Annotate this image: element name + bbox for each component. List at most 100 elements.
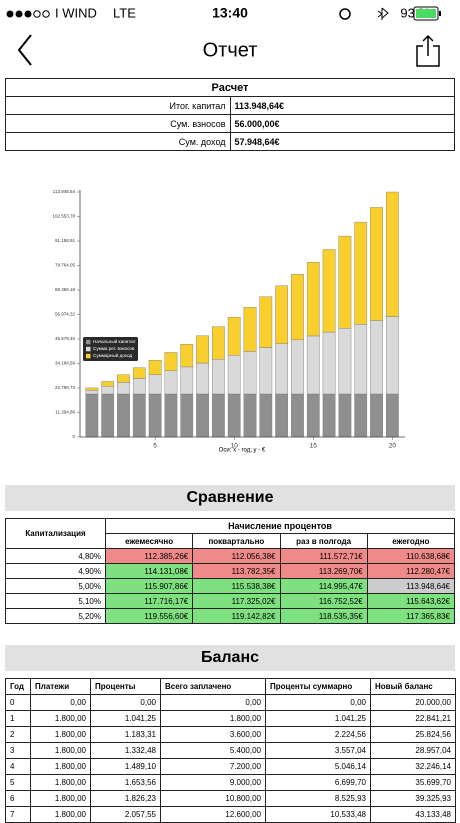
bar <box>101 393 115 438</box>
cell: 1.800,00 <box>30 758 91 775</box>
cell: 118.535,35€ <box>279 608 368 624</box>
section-header: Баланс <box>5 645 455 671</box>
cell: 3.557,04 <box>265 742 371 759</box>
cell: 110.638,68€ <box>366 548 456 564</box>
calc-table: Расчет Итог. капитал 113.948,64€ Сум. взнос… <box>5 78 455 151</box>
cell: 20.000,00 <box>370 694 456 711</box>
legend-swatch <box>86 339 91 345</box>
cell: 5 <box>5 774 31 791</box>
cell: 6.699,70 <box>265 774 371 791</box>
y-tick-label: 102.553,78 <box>52 214 75 219</box>
column-header: ежегодно <box>366 533 456 549</box>
row: 7 1.800,00 2.057,55 12.600,00 10.533,48 43.13… <box>5 806 456 823</box>
bar <box>85 387 99 391</box>
cell: 1.800,00 <box>30 790 91 807</box>
bar <box>132 378 146 395</box>
bar <box>196 393 209 438</box>
bar <box>322 393 336 438</box>
value: 56.000,00€ <box>229 114 455 133</box>
bar <box>196 335 209 364</box>
cell: 1.041,25 <box>90 710 161 727</box>
value: 57.948,64€ <box>229 132 455 151</box>
x-axis-label: Оси: x - год; y - € <box>219 448 266 454</box>
row: Сум. доход 57.948,64€ <box>5 132 455 151</box>
bar <box>370 393 383 438</box>
bar <box>85 389 99 395</box>
cell: 1.489,10 <box>90 758 161 775</box>
column-header: Проценты <box>90 678 161 695</box>
cell: 5.046,14 <box>265 758 371 775</box>
cell: 0,00 <box>160 694 266 711</box>
cell: 28.957,04 <box>370 742 456 759</box>
value: 113.948,64€ <box>229 96 455 115</box>
y-tick-label: 34.184,59 <box>55 361 76 366</box>
cell: 0,00 <box>265 694 371 711</box>
label: Сум. взносов <box>5 114 231 133</box>
cell: 9.000,00 <box>160 774 266 791</box>
bar <box>275 393 289 438</box>
bar <box>117 382 130 395</box>
cell: 25.824,56 <box>370 726 456 743</box>
column-header: раз в полгода <box>279 533 368 549</box>
rate: 5,00% <box>5 578 106 594</box>
cell: 115.538,38€ <box>192 578 281 594</box>
legend-label: Начальный капитал <box>93 338 136 344</box>
row-header: Капитализация <box>5 518 106 549</box>
bar <box>148 374 162 395</box>
bar <box>243 351 257 395</box>
cell: 10.800,00 <box>160 790 266 807</box>
cell: 2.057,55 <box>90 806 161 823</box>
bar <box>243 307 257 352</box>
bar <box>212 393 225 438</box>
row: 5 1.800,00 1.653,56 9.000,00 6.699,70 35.699,… <box>5 774 456 791</box>
x-tick-label: 5 <box>153 443 157 450</box>
y-tick-label: 22.789,73 <box>55 385 76 390</box>
row: 4 1.800,00 1.489,10 7.200,00 5.046,14 32.246,… <box>5 758 456 775</box>
share-button[interactable] <box>416 34 440 67</box>
bar <box>259 296 273 348</box>
column-header: Платежи <box>30 678 91 695</box>
bar <box>322 331 336 395</box>
row: 5,00% 115.907,86€ 115.538,38€ 114.995,47€ 11… <box>5 578 456 594</box>
rate: 4,90% <box>5 563 106 579</box>
cell: 112.280,47€ <box>366 563 456 579</box>
comparison-table: Капитализация Начисление процентов ежемеся… <box>5 518 456 624</box>
bar <box>370 320 383 395</box>
bar <box>322 249 336 333</box>
bar <box>338 393 352 438</box>
cell: 113.782,35€ <box>192 563 281 579</box>
battery-level <box>416 9 436 18</box>
row: Итог. капитал 113.948,64€ <box>5 96 455 115</box>
bar <box>259 347 273 395</box>
row: 3 1.800,00 1.332,48 5.400,00 3.557,04 28.957,… <box>5 742 456 759</box>
cell: 116.752,52€ <box>279 593 368 609</box>
bar <box>180 344 194 368</box>
row: 1 1.800,00 1.041,25 1.800,00 1.041,25 22.841,… <box>5 710 456 727</box>
cell: 1.183,31 <box>90 726 161 743</box>
label: Итог. капитал <box>5 96 231 115</box>
bar <box>338 328 352 395</box>
column-header: Проценты суммарно <box>265 678 371 695</box>
bar <box>385 393 399 438</box>
bar <box>354 393 368 438</box>
y-tick-label: 56.974,32 <box>55 312 76 317</box>
back-button[interactable] <box>17 34 32 66</box>
legend-swatch <box>86 346 91 352</box>
bar <box>101 381 115 387</box>
legend-box <box>83 337 138 361</box>
table-title: Расчет <box>5 78 455 97</box>
top-bars: I WIND LTE 13:40 93 % Отчет <box>6 5 441 67</box>
bar <box>306 393 320 438</box>
cell: 1.041,25 <box>265 710 371 727</box>
cell: 1.800,00 <box>160 710 266 727</box>
nav-title: Отчет <box>203 39 258 61</box>
cell: 35.699,70 <box>370 774 456 791</box>
row: Расчет <box>5 78 455 97</box>
row: ежемесячно поквартально раз в полгода ежего… <box>6 533 456 549</box>
carrier: I WIND <box>55 5 97 20</box>
column-header: Всего заплачено <box>160 678 266 695</box>
cell: 111.572,71€ <box>279 548 368 564</box>
x-tick-label: 20 <box>389 443 397 450</box>
y-tick-label: 68.369,18 <box>55 287 76 292</box>
cell: 39.325,93 <box>370 790 456 807</box>
